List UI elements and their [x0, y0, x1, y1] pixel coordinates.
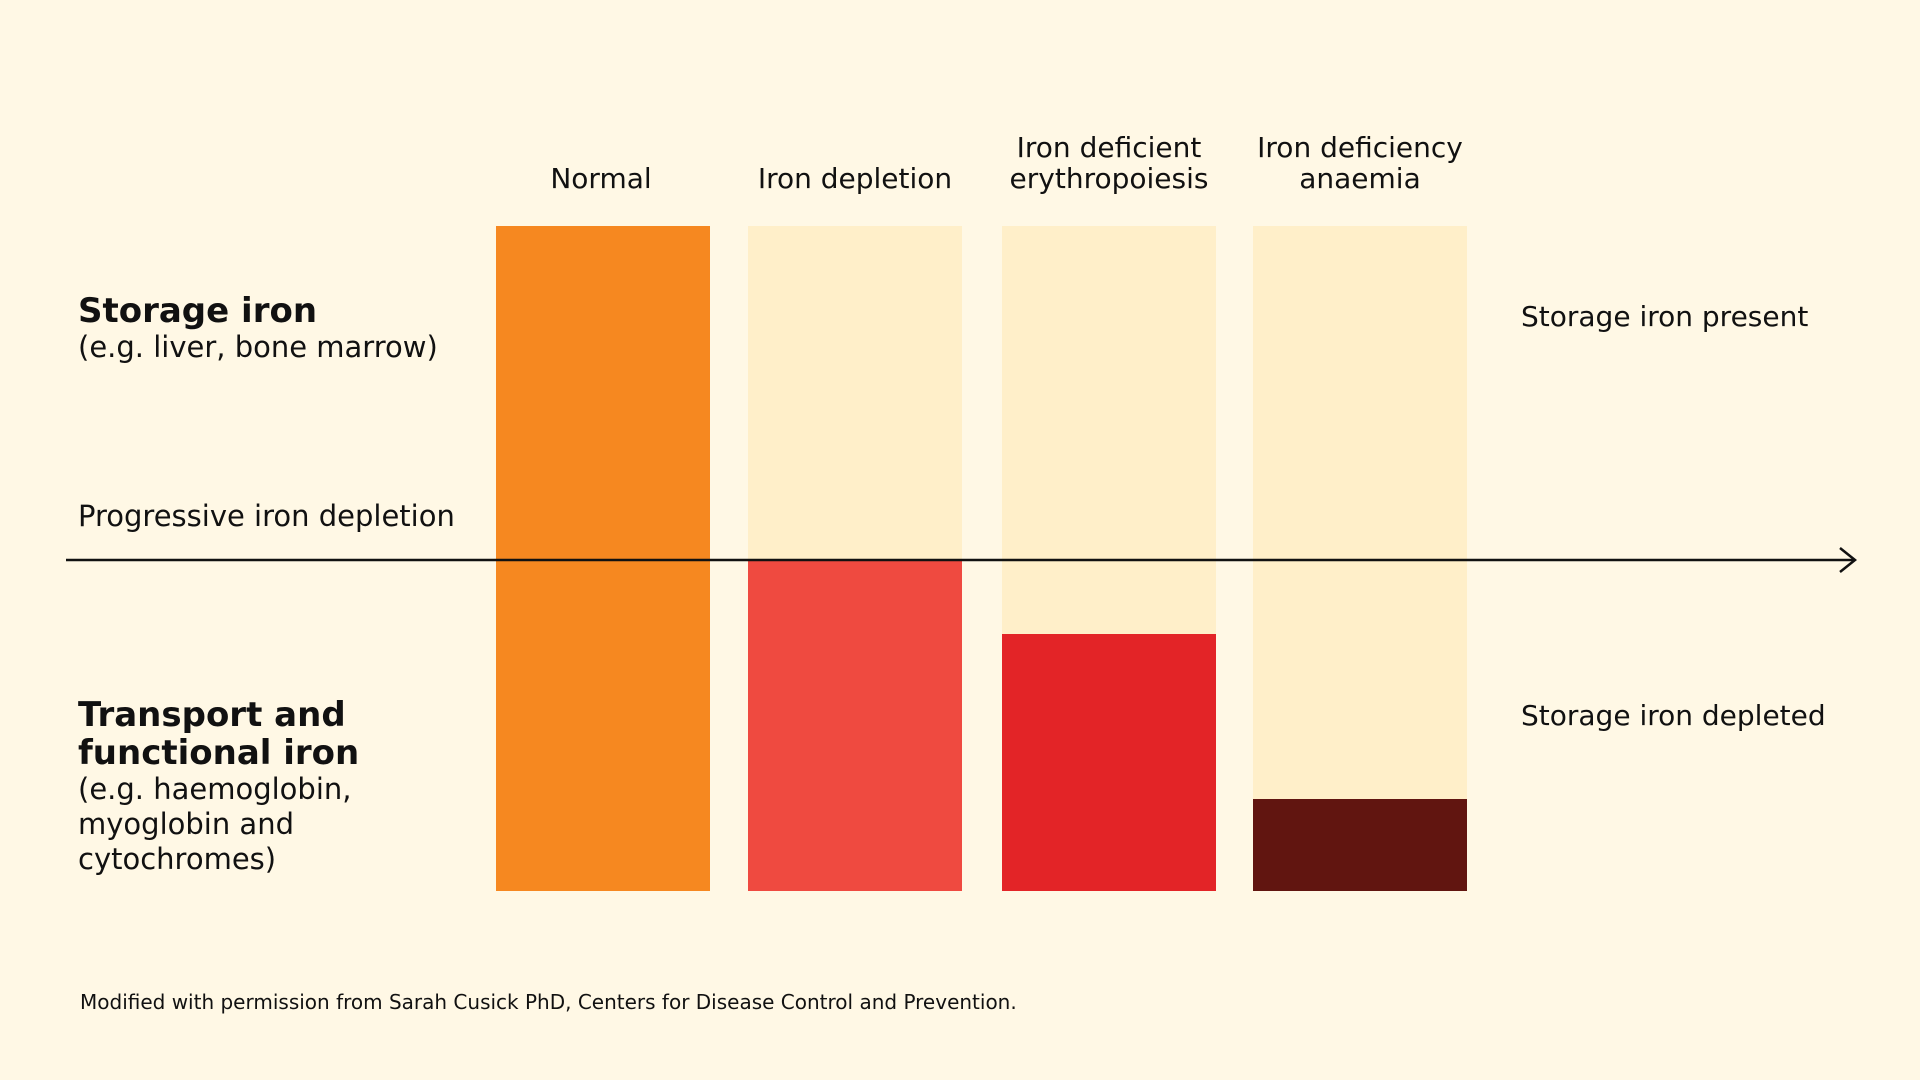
functional-segment — [748, 558, 962, 891]
bar-iron-depletion — [748, 226, 962, 891]
storage-iron-label: Storage iron (e.g. liver, bone marrow) — [78, 292, 438, 365]
storage-present-label: Storage iron present — [1521, 300, 1809, 333]
transport-iron-label: Transport and functional iron (e.g. haem… — [78, 696, 378, 877]
functional-segment — [1253, 799, 1467, 891]
storage-iron-title: Storage iron — [78, 291, 318, 331]
bar-iron-deficiency-anaemia — [1253, 226, 1467, 891]
bar-iron-deficient-erythropoiesis — [1002, 226, 1216, 891]
storage-depleted-label: Storage iron depleted — [1521, 699, 1826, 732]
storage-iron-examples: (e.g. liver, bone marrow) — [78, 330, 438, 364]
footer-credit: Modified with permission from Sarah Cusi… — [80, 990, 1017, 1014]
arrow-label: Progressive iron depletion — [78, 499, 455, 533]
progression-arrow — [66, 547, 1858, 573]
column-header-iron-deficient-erythropoiesis: Iron deficient erythropoiesis — [1009, 131, 1209, 195]
functional-segment — [1002, 633, 1216, 891]
functional-segment — [496, 226, 710, 891]
bar-normal — [496, 226, 710, 891]
column-header-normal: Normal — [550, 162, 652, 195]
column-header-iron-deficiency-anaemia: Iron deficiency anaemia — [1257, 131, 1463, 195]
transport-iron-examples: (e.g. haemoglobin, myoglobin and cytochr… — [78, 772, 352, 876]
transport-iron-title: Transport and functional iron — [78, 695, 360, 773]
column-header-iron-depletion: Iron depletion — [757, 162, 953, 195]
